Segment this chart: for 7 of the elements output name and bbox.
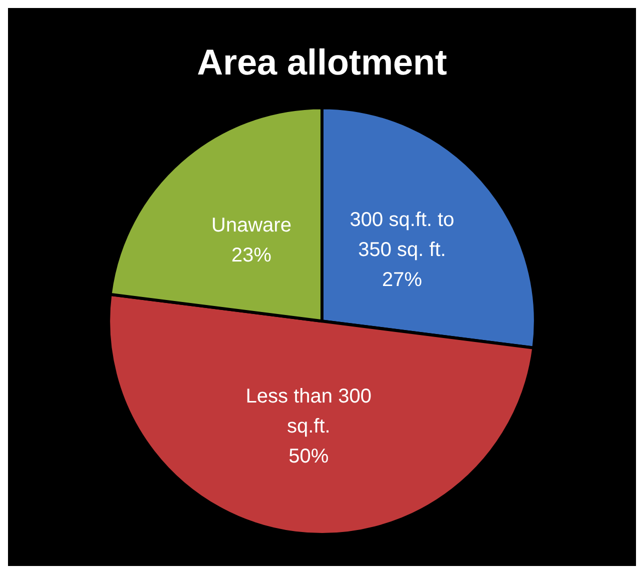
- data-label: 27%: [382, 269, 422, 292]
- slice-label: Less than 300 sq.ft.: [246, 385, 372, 438]
- data-label: 50%: [288, 445, 329, 468]
- data-label: 23%: [231, 244, 272, 267]
- slice-label: 300 sq.ft. to 350 sq. ft.: [350, 209, 454, 262]
- slice-label: Unaware: [211, 214, 292, 237]
- chart-title: Area allotment: [196, 42, 448, 83]
